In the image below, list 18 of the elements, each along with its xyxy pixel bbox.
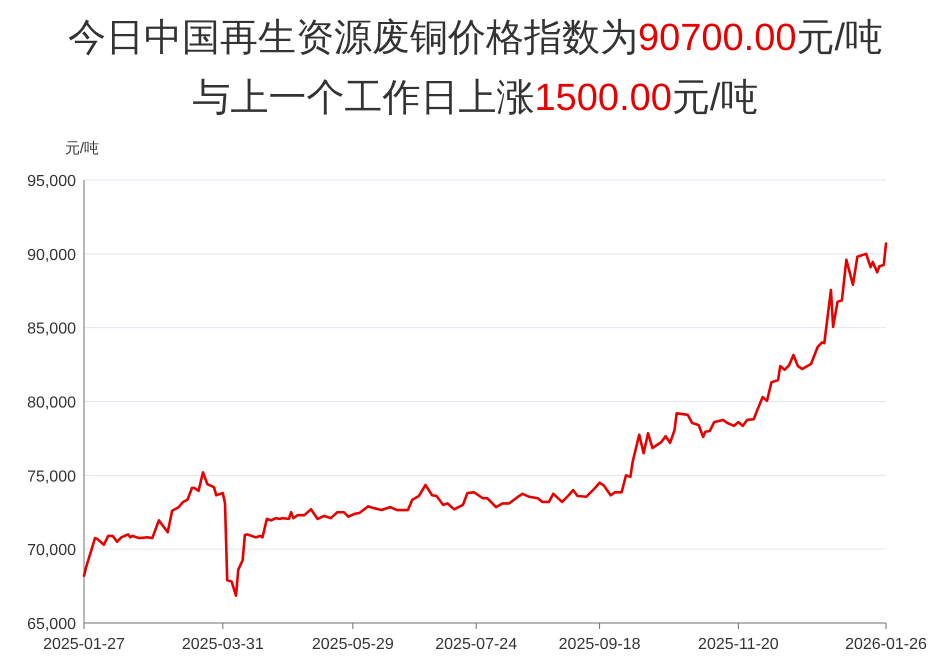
x-tick-label: 2025-11-20 xyxy=(698,636,779,653)
y-tick-label: 65,000 xyxy=(27,616,76,633)
x-tick-label: 2025-01-27 xyxy=(43,636,126,653)
y-tick-label: 90,000 xyxy=(27,246,76,264)
y-tick-label: 95,000 xyxy=(27,173,76,190)
y-axis-title: 元/吨 xyxy=(64,140,100,157)
x-tick-label: 2025-05-29 xyxy=(312,636,394,653)
chart-title: 今日中国再生资源废铜价格指数为90700.00元/吨 xyxy=(68,17,884,59)
y-tick-label: 75,000 xyxy=(27,468,76,486)
chart-subtitle: 与上一个工作日上涨1500.00元/吨 xyxy=(192,77,758,119)
y-tick-label: 70,000 xyxy=(27,542,76,560)
y-tick-label: 85,000 xyxy=(27,320,76,338)
x-tick-label: 2026-01-26 xyxy=(845,636,928,653)
x-tick-label: 2025-07-24 xyxy=(435,636,518,653)
x-tick-label: 2025-03-31 xyxy=(182,636,264,653)
y-tick-label: 80,000 xyxy=(27,394,76,412)
line-series xyxy=(82,242,888,597)
x-tick-label: 2025-09-18 xyxy=(558,636,641,653)
